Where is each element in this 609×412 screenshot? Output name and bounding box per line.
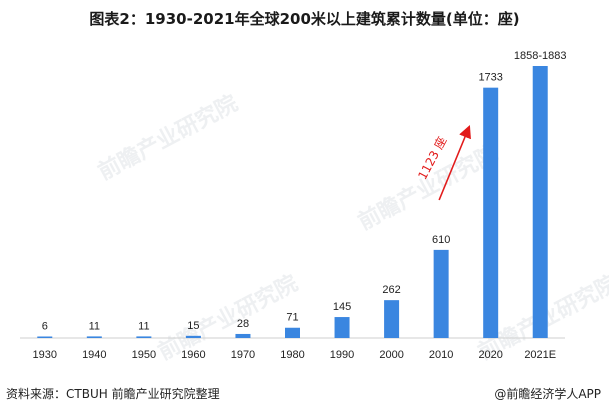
value-label-2021E: 1858-1883 [514, 50, 567, 62]
bar-2010 [433, 249, 449, 338]
bar-1970 [235, 333, 251, 338]
bar-1980 [285, 327, 300, 338]
x-tick-1970: 1970 [231, 349, 255, 361]
x-tick-2010: 2010 [429, 349, 453, 361]
bar-2020 [483, 87, 499, 339]
bar-2000 [384, 300, 400, 338]
value-label-1990: 145 [333, 301, 351, 313]
value-label-2020: 1733 [478, 72, 502, 84]
x-tick-1960: 1960 [181, 349, 205, 361]
x-tick-1990: 1990 [330, 349, 354, 361]
bar-1950 [136, 336, 152, 338]
x-tick-1930: 1930 [33, 349, 57, 361]
x-tick-2021E: 2021E [524, 349, 556, 361]
bar-1940 [86, 336, 102, 338]
value-label-1970: 28 [237, 318, 249, 330]
x-tick-1950: 1950 [132, 349, 156, 361]
value-label-1940: 11 [89, 320, 100, 332]
bar-1990 [334, 317, 350, 338]
x-tick-1940: 1940 [82, 349, 106, 361]
value-label-1980: 71 [286, 312, 298, 324]
bar-2021E [532, 66, 548, 338]
chart-title: 图表2：1930-2021年全球200米以上建筑累计数量(单位：座) [89, 10, 520, 28]
value-label-2010: 610 [432, 234, 450, 246]
bar-1960 [185, 335, 201, 338]
source-note: 资料来源：CTBUH 前瞻产业研究院整理 [6, 387, 220, 401]
value-label-1960: 15 [187, 320, 199, 332]
value-label-2000: 262 [382, 284, 400, 296]
x-tick-2020: 2020 [478, 349, 502, 361]
x-tick-2000: 2000 [379, 349, 403, 361]
growth-arrow [438, 125, 471, 201]
value-label-1930: 6 [42, 321, 48, 333]
credit-note: @前瞻经济学人APP [494, 387, 601, 401]
value-label-1950: 11 [138, 320, 149, 332]
x-tick-1980: 1980 [280, 349, 304, 361]
bar-1930 [37, 336, 53, 338]
growth-annotation-label: 1123 座 [414, 134, 449, 182]
